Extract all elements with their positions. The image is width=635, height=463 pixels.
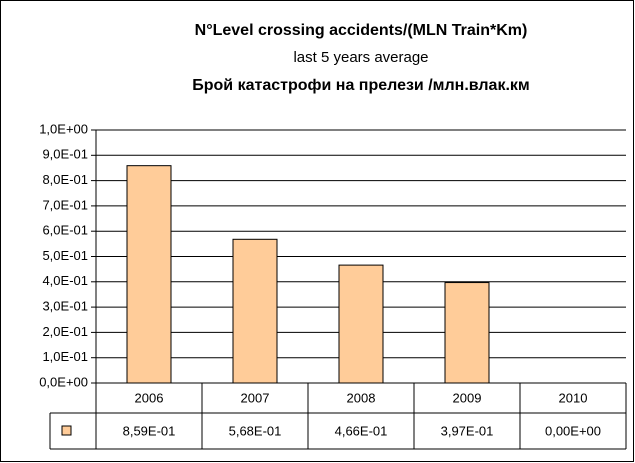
legend-key xyxy=(61,425,72,436)
chart-subtitle: Брой катастрофи на прелези /млн.влак.км xyxy=(192,77,530,94)
bar xyxy=(338,264,384,384)
y-tick-label: 9,0E-01 xyxy=(42,147,88,162)
y-tick-label: 0,0E+00 xyxy=(39,374,88,389)
y-tick-label: 7,0E-01 xyxy=(42,197,88,212)
y-tick-label: 8,0E-01 xyxy=(42,172,88,187)
x-tick-label: 2009 xyxy=(453,390,482,405)
bar xyxy=(444,282,490,384)
y-tick-label: 4,0E-01 xyxy=(42,273,88,288)
x-tick-label: 2008 xyxy=(347,390,376,405)
bar xyxy=(232,238,278,384)
y-tick-label: 1,0E+00 xyxy=(39,121,88,136)
chart-subtitle: last 5 years average xyxy=(293,49,428,66)
y-tick-label: 5,0E-01 xyxy=(42,248,88,263)
x-tick-label: 2007 xyxy=(241,390,270,405)
y-tick-label: 1,0E-01 xyxy=(42,349,88,364)
bar xyxy=(126,165,172,384)
table-value: 0,00E+00 xyxy=(545,423,601,438)
table-value: 3,97E-01 xyxy=(441,423,494,438)
x-tick-label: 2010 xyxy=(559,390,588,405)
table-value: 4,66E-01 xyxy=(335,423,388,438)
y-tick-label: 3,0E-01 xyxy=(42,299,88,314)
chart-title: N°Level crossing accidents/(MLN Train*Km… xyxy=(195,22,528,39)
y-tick-label: 6,0E-01 xyxy=(42,223,88,238)
table-value: 5,68E-01 xyxy=(229,423,282,438)
y-tick-label: 2,0E-01 xyxy=(42,324,88,339)
table-value: 8,59E-01 xyxy=(123,423,176,438)
x-tick-label: 2006 xyxy=(135,390,164,405)
